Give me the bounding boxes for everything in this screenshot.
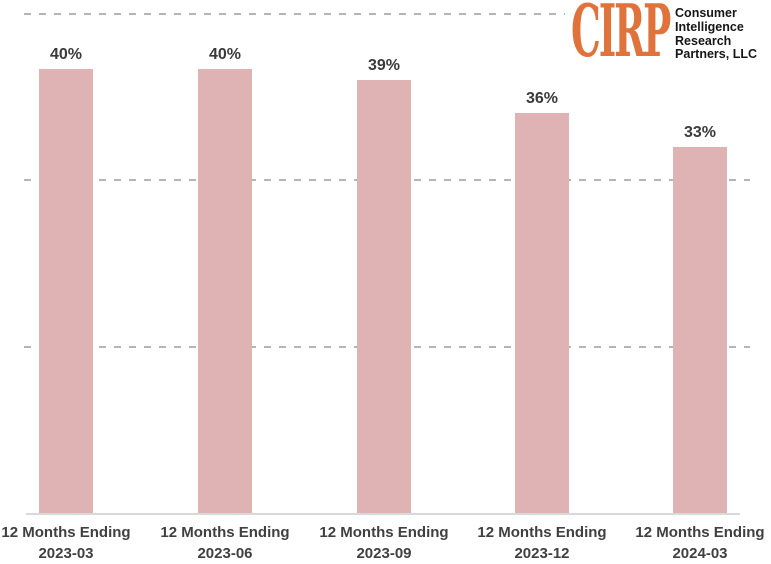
cirp-logo: CIRP Consumer Intelligence Research Part… <box>565 0 757 67</box>
bar-2024-03: 33% <box>673 124 727 514</box>
tagline-line: Intelligence <box>675 19 744 34</box>
tick-line-prefix: 12 Months Ending <box>477 524 607 541</box>
tick-line-period: 2023-09 <box>356 545 412 562</box>
bar-value-label: 40% <box>49 46 83 63</box>
bar-2023-06: 40% <box>198 46 252 514</box>
tick-line-period: 2023-06 <box>197 545 253 562</box>
tick-line-prefix: 12 Months Ending <box>635 524 765 541</box>
bar-value-label: 40% <box>208 46 242 63</box>
x-tick-label: 12 Months Ending 2023-12 <box>457 522 627 564</box>
bar-2023-09: 39% <box>357 57 411 514</box>
x-tick-label: 12 Months Ending 2023-09 <box>299 522 469 564</box>
tagline-line: Research <box>675 33 732 48</box>
tagline-line: Partners, LLC <box>675 47 757 62</box>
cirp-logo-tagline: Consumer Intelligence Research Partners,… <box>675 6 757 62</box>
tick-line-period: 2024-03 <box>672 545 728 562</box>
cirp-logo-mark: CIRP <box>571 0 671 67</box>
gridline-45pct <box>24 13 750 15</box>
x-tick-label: 12 Months Ending 2024-03 <box>615 522 771 564</box>
tick-line-prefix: 12 Months Ending <box>1 524 131 541</box>
bar-value-label: 39% <box>367 57 401 74</box>
bar-2023-03: 40% <box>39 46 93 514</box>
tick-line-prefix: 12 Months Ending <box>319 524 449 541</box>
cirp-wordmark: CIRP <box>571 0 671 73</box>
bar-2023-12: 36% <box>515 90 569 514</box>
x-tick-label: 12 Months Ending 2023-03 <box>0 522 151 564</box>
tick-line-period: 2023-03 <box>38 545 94 562</box>
x-tick-label: 12 Months Ending 2023-06 <box>140 522 310 564</box>
tick-line-period: 2023-12 <box>514 545 570 562</box>
bar-value-label: 36% <box>525 90 559 107</box>
bar-value-label: 33% <box>683 124 717 141</box>
tick-line-prefix: 12 Months Ending <box>160 524 290 541</box>
tagline-line: Consumer <box>675 6 737 20</box>
x-axis-line <box>26 513 740 515</box>
